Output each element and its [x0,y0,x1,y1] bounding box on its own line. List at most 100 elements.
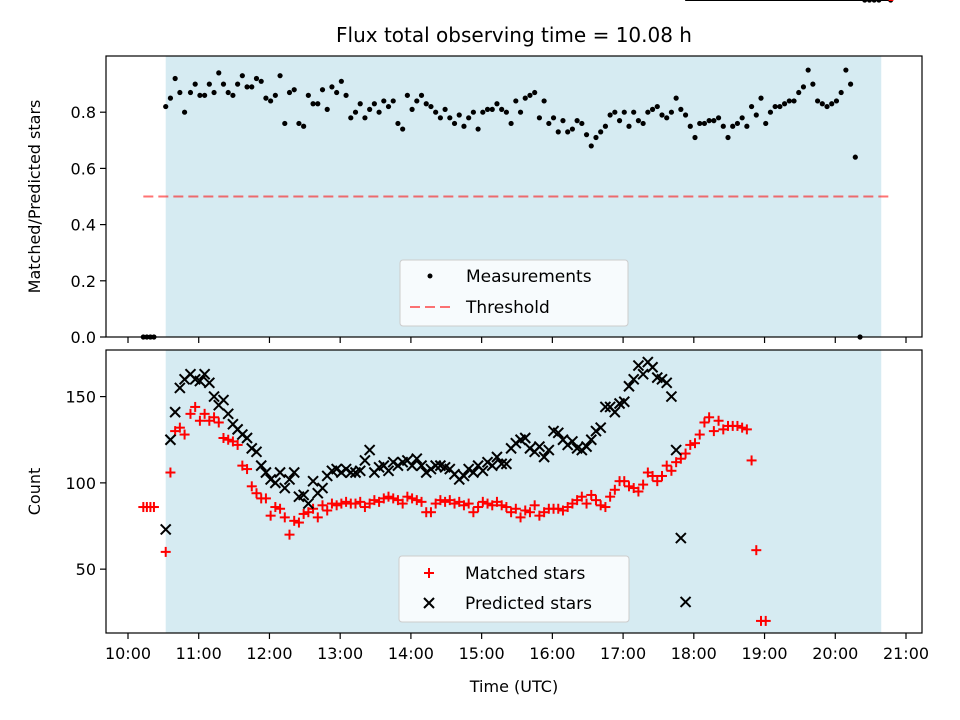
bottom-legend-box [398,555,630,623]
measurement-point [517,109,524,115]
matched-point [326,498,337,509]
measurement-point [725,134,731,141]
measurement-point [263,95,269,101]
matched-point [298,508,309,519]
measurement-point [720,123,726,129]
measurement-point [668,109,675,115]
measurement-point [163,103,169,110]
predicted-point [354,465,366,477]
predicted-point [208,390,220,403]
matched-point [223,434,234,445]
matched-point [656,470,667,481]
measurement-point [508,120,514,127]
matched-point [694,429,705,440]
measurement-point [701,120,708,127]
measurement-point [480,109,486,115]
matched-point [435,495,446,506]
matched-point [270,502,281,513]
measurement-point [451,120,458,127]
measurement-point [442,106,448,112]
predicted-point [675,532,687,544]
measurement-point [569,126,576,132]
predicted-point [415,459,428,472]
predicted-point [519,432,531,444]
matched-point [425,507,436,518]
matched-point [600,502,611,513]
matched-point [293,517,304,528]
x-tick-label: 11:00 [176,644,222,663]
measurement-point [305,92,311,98]
matched-point [232,439,243,450]
predicted-point [174,382,186,394]
matched-point [576,491,587,502]
matched-point [397,498,408,509]
predicted-point [222,408,234,420]
y-tick-label: 100 [65,474,96,493]
predicted-point [429,459,442,472]
y-tick-label: 150 [65,388,96,407]
measurement-point [612,109,618,115]
top-axes-frame [105,55,923,338]
matched-point [416,496,427,507]
measurement-point [583,132,590,138]
measurement-point [838,89,844,96]
predicted-point [406,459,418,472]
predicted-point [198,368,211,380]
measurement-point [216,70,222,76]
measurement-point [805,67,811,73]
matched-point [369,495,380,506]
y-tick-label: 50 [76,560,96,579]
measurement-point [781,101,788,107]
matched-point [289,515,300,526]
measurement-point [748,103,755,110]
measurement-point [734,120,741,127]
measurement-point [664,115,670,121]
measurement-point [187,89,194,96]
matched-point [458,500,469,511]
measurement-point [744,123,750,129]
measurement-point [588,143,594,149]
measurement-point [824,103,830,110]
predicted-point [585,434,597,446]
predicted-point [250,446,263,458]
matched-point [246,481,257,492]
matched-point [520,505,531,516]
measurement-point [626,123,632,129]
predicted-point [288,466,300,479]
measurement-point [522,95,528,101]
measurement-point [202,92,208,98]
matched-point [581,498,592,509]
measurement-point [197,92,203,98]
predicted-point [533,440,546,453]
matched-point [463,498,474,509]
matched-point [647,470,658,481]
measurement-point [329,84,335,90]
matched-point [209,412,220,423]
top-x-axis [127,337,907,343]
x-tick-label: 18:00 [671,644,717,663]
predicted-point [679,596,692,608]
matched-point [383,491,394,502]
top-measurement-points [140,0,894,340]
x-tick-label: 12:00 [246,644,292,663]
measurement-point [635,118,642,124]
bottom-x-axis: 10:00 11:00 12:00 13:00 14:00 15:00 16:00 17:00… [105,633,929,663]
measurement-point [645,109,651,115]
matched-point [213,417,224,428]
matched-point [529,500,540,511]
predicted-point [594,421,607,434]
measurement-point [338,78,344,84]
predicted-point [627,373,640,386]
measurement-point [513,98,519,104]
predicted-point [411,453,423,465]
matched-point [746,455,757,466]
matched-point [179,429,190,440]
matched-point [609,484,620,495]
matched-point [619,476,630,487]
matched-point [605,491,616,502]
legend-predicted-label: Predicted stars [465,594,592,614]
matched-point [355,496,366,507]
bottom-count-points [138,0,894,626]
measurement-point [253,75,260,82]
predicted-point [623,380,635,392]
